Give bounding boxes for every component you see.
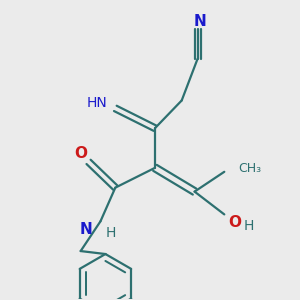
Text: CH₃: CH₃ [238, 162, 261, 175]
Text: N: N [193, 14, 206, 29]
Text: H: H [105, 226, 116, 240]
Text: O: O [74, 146, 87, 161]
Text: H: H [244, 219, 254, 233]
Text: N: N [80, 222, 92, 237]
Text: HN: HN [87, 96, 108, 110]
Text: O: O [228, 215, 241, 230]
